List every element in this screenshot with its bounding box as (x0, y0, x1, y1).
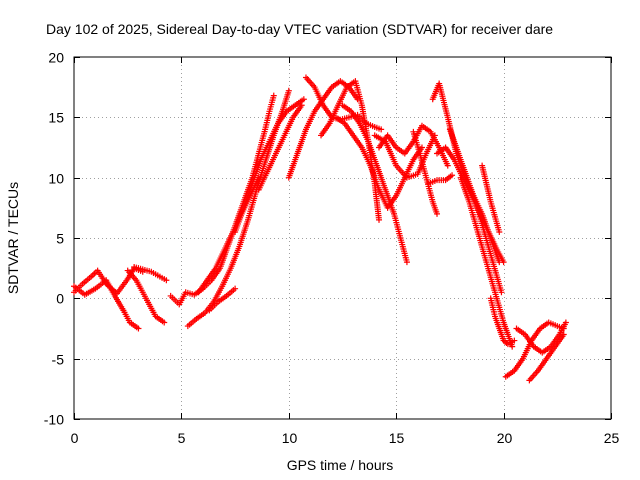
series-track-21 (425, 172, 456, 187)
series-track-10 (255, 102, 305, 193)
data-point-marker (378, 126, 385, 133)
x-tick-label: 0 (71, 430, 79, 446)
y-tick-label: 5 (56, 231, 64, 247)
data-point-marker (376, 216, 383, 223)
series-track-3 (124, 267, 168, 326)
series-track-15 (333, 114, 425, 211)
chart-title: Day 102 of 2025, Sidereal Day-to-day VTE… (46, 21, 553, 37)
series-track-5 (167, 92, 277, 308)
series-track-18 (410, 128, 441, 217)
y-tick-label: 20 (48, 50, 64, 66)
data-point-marker (434, 210, 441, 217)
axis-ticks (74, 57, 612, 420)
y-axis-label: SDTVAR / TECUs (5, 182, 21, 294)
data-point-marker (163, 277, 170, 284)
series-track-24 (479, 162, 503, 235)
series-track-9 (232, 96, 307, 235)
data-point-marker (511, 337, 518, 344)
x-tick-label: 10 (282, 430, 298, 446)
data-point-marker (449, 172, 456, 179)
data-point-marker (500, 259, 507, 266)
x-tick-label: 25 (604, 430, 620, 446)
data-point-marker (298, 102, 305, 109)
y-tick-label: 15 (48, 110, 64, 126)
data-point-marker (285, 87, 292, 94)
series-track-23 (457, 174, 516, 350)
series-track-2 (71, 277, 142, 332)
data-point-marker (270, 92, 277, 99)
x-tick-labels: 0 5 10 15 20 25 (71, 430, 620, 446)
series-track-26 (502, 319, 567, 380)
y-tick-label: -5 (52, 352, 65, 368)
series-track-25 (487, 295, 518, 348)
series-track-28 (526, 331, 567, 384)
data-point-marker (135, 325, 142, 332)
y-tick-labels: -10 -5 0 5 10 15 20 (44, 50, 64, 428)
x-tick-label: 20 (497, 430, 513, 446)
data-point-marker (562, 319, 569, 326)
data-point-marker (560, 331, 567, 338)
y-tick-label: 10 (48, 171, 64, 187)
series-track-7 (206, 285, 239, 314)
data-points (71, 74, 569, 384)
series-track-4 (131, 263, 170, 284)
data-point-marker (444, 162, 451, 169)
series-track-14 (339, 102, 410, 266)
y-tick-label: 0 (56, 291, 64, 307)
series-track-22 (446, 126, 505, 296)
data-point-marker (300, 96, 307, 103)
series-track-8 (195, 174, 262, 296)
x-axis-label: GPS time / hours (287, 457, 394, 473)
y-tick-label: -10 (44, 412, 64, 428)
data-point-marker (498, 289, 505, 296)
x-tick-label: 5 (178, 430, 186, 446)
data-point-marker (161, 319, 168, 326)
x-tick-label: 15 (389, 430, 405, 446)
data-point-marker (232, 285, 239, 292)
data-point-marker (496, 228, 503, 235)
data-point-marker (403, 259, 410, 266)
grid-lines (74, 57, 611, 419)
